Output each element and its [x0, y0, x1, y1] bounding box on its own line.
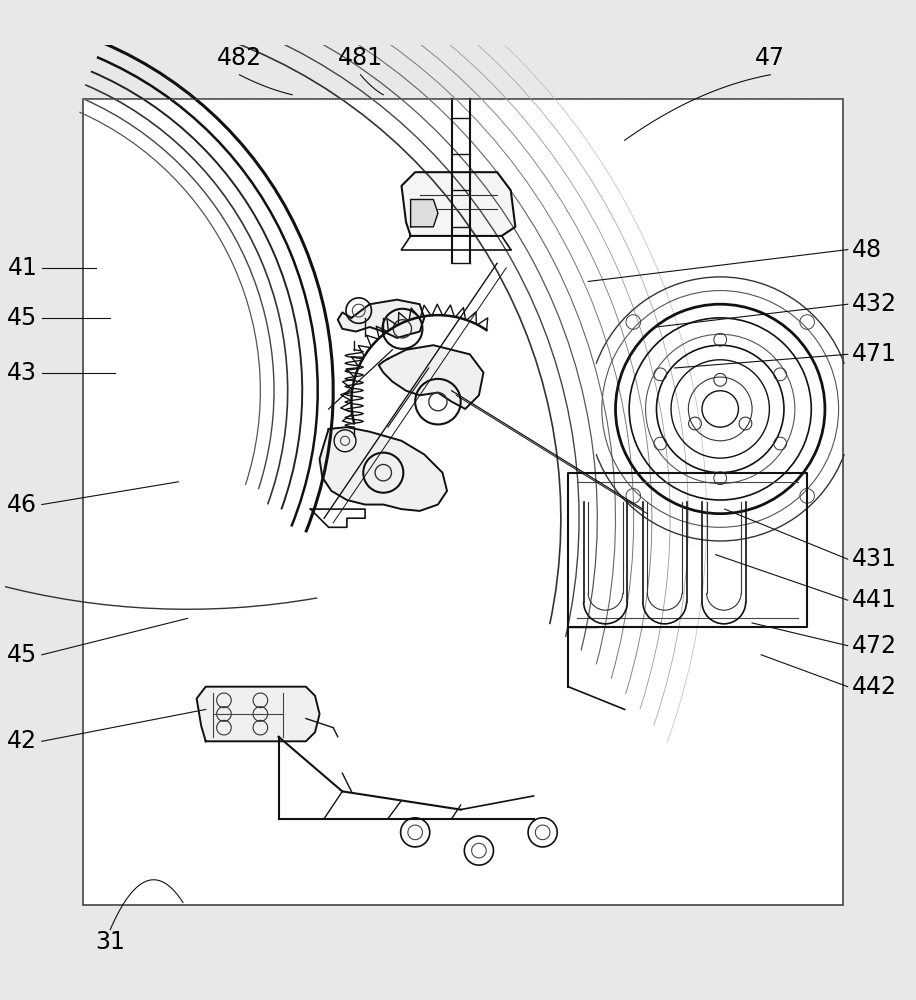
Text: 45: 45 — [7, 643, 38, 667]
Bar — [82, 99, 843, 905]
Text: 442: 442 — [852, 675, 898, 699]
Text: 481: 481 — [338, 46, 383, 70]
Text: 431: 431 — [852, 547, 897, 571]
Text: 48: 48 — [852, 238, 882, 262]
Polygon shape — [410, 200, 438, 227]
Polygon shape — [401, 172, 516, 236]
Polygon shape — [378, 345, 484, 409]
Text: 47: 47 — [756, 46, 785, 70]
Text: 42: 42 — [7, 729, 38, 753]
Text: 46: 46 — [7, 493, 38, 517]
Text: 41: 41 — [7, 256, 38, 280]
Polygon shape — [338, 300, 424, 338]
Text: 43: 43 — [7, 361, 38, 385]
Text: 471: 471 — [852, 342, 897, 366]
Polygon shape — [197, 687, 320, 741]
Text: 441: 441 — [852, 588, 897, 612]
Polygon shape — [320, 427, 447, 511]
Text: 472: 472 — [852, 634, 898, 658]
Text: 482: 482 — [217, 46, 262, 70]
Text: 45: 45 — [7, 306, 38, 330]
Text: 31: 31 — [95, 930, 125, 954]
Text: 432: 432 — [852, 292, 898, 316]
